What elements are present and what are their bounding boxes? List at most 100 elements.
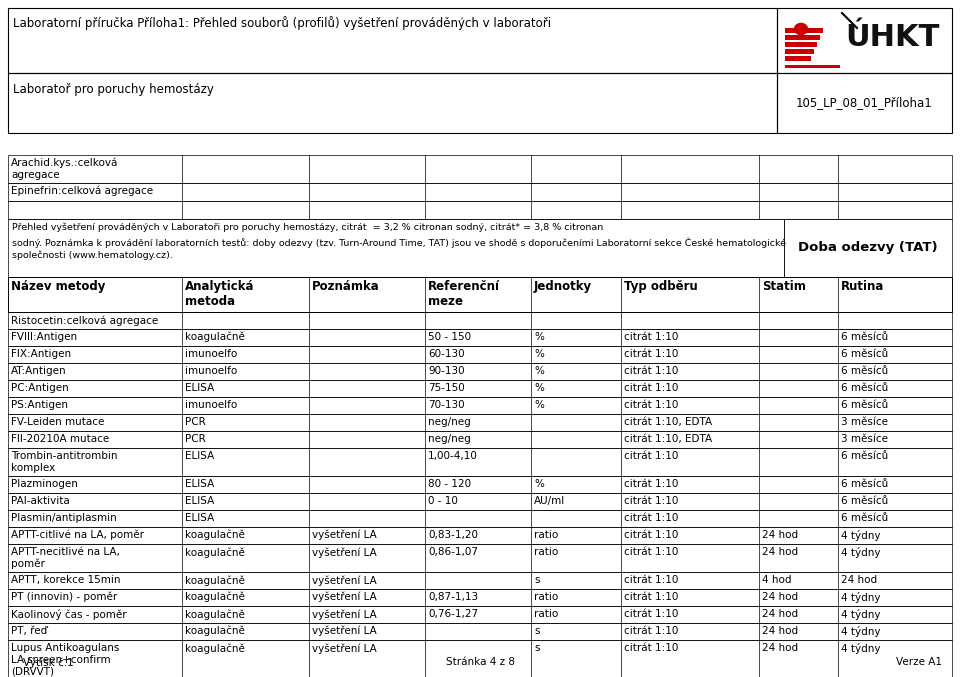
Bar [8,572,952,589]
Bar [8,606,952,623]
Text: citrát 1:10, EDTA: citrát 1:10, EDTA [624,434,712,444]
Bar [8,312,952,329]
Text: 6 měsíců: 6 měsíců [841,383,888,393]
Text: %: % [534,332,544,342]
Bar [785,49,814,54]
Text: ratio: ratio [534,592,559,602]
Text: PT, řeď: PT, řeď [11,626,47,636]
Bar [8,73,777,133]
Text: PC:Antigen: PC:Antigen [11,383,69,393]
Bar [8,448,952,476]
Text: vyšetření LA: vyšetření LA [312,609,376,619]
Bar [8,640,952,677]
Bar [8,527,952,544]
Text: %: % [534,349,544,359]
Text: 6 měsíců: 6 měsíců [841,349,888,359]
Text: ratio: ratio [534,547,559,557]
Text: vyšetření LA: vyšetření LA [312,575,376,586]
Bar [785,28,823,33]
Text: koagulačně: koagulačně [185,626,245,636]
Text: 0,86-1,07: 0,86-1,07 [428,547,478,557]
Text: vyšetření LA: vyšetření LA [312,530,376,540]
Text: 90-130: 90-130 [428,366,465,376]
Text: FIX:Antigen: FIX:Antigen [11,349,71,359]
Text: Přehled vyšetření prováděných v Laboratoři pro poruchy hemostázy, citrát  = 3,2 : Přehled vyšetření prováděných v Laborato… [12,223,603,232]
Text: citrát 1:10: citrát 1:10 [624,513,679,523]
Text: Laboratoř pro poruchy hemostázy: Laboratoř pro poruchy hemostázy [13,83,214,96]
Text: citrát 1:10: citrát 1:10 [624,383,679,393]
Text: APTT-necitlivé na LA,
poměr: APTT-necitlivé na LA, poměr [11,547,120,569]
Bar [8,623,952,640]
Ellipse shape [794,23,808,35]
Bar [8,201,952,219]
Text: PT (innovin) - poměr: PT (innovin) - poměr [11,592,117,603]
Text: Rutina: Rutina [841,280,884,293]
Text: Arachid.kys.:celková
agregace: Arachid.kys.:celková agregace [11,158,118,180]
Text: citrát 1:10: citrát 1:10 [624,496,679,506]
Text: APTT-citlivé na LA, poměr: APTT-citlivé na LA, poměr [11,530,144,540]
Text: 24 hod: 24 hod [762,592,798,602]
Text: citrát 1:10: citrát 1:10 [624,400,679,410]
Text: citrát 1:10: citrát 1:10 [624,451,679,461]
Text: 24 hod: 24 hod [762,626,798,636]
Text: 4 týdny: 4 týdny [841,547,880,558]
Text: vyšetření LA: vyšetření LA [312,592,376,603]
Text: FV-Leiden mutace: FV-Leiden mutace [11,417,105,427]
Bar [785,65,840,68]
Text: citrát 1:10: citrát 1:10 [624,479,679,489]
Text: citrát 1:10: citrát 1:10 [624,575,679,585]
Text: 75-150: 75-150 [428,383,465,393]
Text: Statim: Statim [762,280,805,293]
Text: koagulačně: koagulačně [185,575,245,586]
Text: citrát 1:10: citrát 1:10 [624,626,679,636]
Text: 4 týdny: 4 týdny [841,592,880,603]
Text: 4 týdny: 4 týdny [841,643,880,654]
Text: citrát 1:10, EDTA: citrát 1:10, EDTA [624,417,712,427]
Bar [8,155,952,183]
Text: Jednotky: Jednotky [534,280,592,293]
Text: Plazminogen: Plazminogen [11,479,78,489]
Text: vyšetření LA: vyšetření LA [312,643,376,653]
Text: 80 - 120: 80 - 120 [428,479,471,489]
Bar [785,35,820,40]
Bar [784,219,952,277]
Text: Analytická
metoda: Analytická metoda [185,280,254,308]
Bar [8,589,952,606]
Text: s: s [534,575,540,585]
Text: 24 hod: 24 hod [762,643,798,653]
Text: ÚHKT: ÚHKT [845,23,940,52]
Text: 24 hod: 24 hod [762,530,798,540]
Text: imunoelfo: imunoelfo [185,349,237,359]
Text: koagulačně: koagulačně [185,592,245,603]
Text: 3 měsíce: 3 měsíce [841,417,888,427]
Text: vyšetření LA: vyšetření LA [312,547,376,557]
Bar [8,431,952,448]
Text: ELISA: ELISA [185,451,214,461]
Text: Výtisk č.1: Výtisk č.1 [23,657,74,668]
Text: Lupus Antikoagulans
LA screen+confirm
(DRVVT): Lupus Antikoagulans LA screen+confirm (D… [11,643,119,676]
Text: 50 - 150: 50 - 150 [428,332,471,342]
Text: APTT, korekce 15min: APTT, korekce 15min [11,575,121,585]
Text: koagulačně: koagulačně [185,609,245,619]
Text: PS:Antigen: PS:Antigen [11,400,68,410]
Text: neg/neg: neg/neg [428,434,470,444]
Text: 24 hod: 24 hod [762,547,798,557]
Text: 6 měsíců: 6 měsíců [841,332,888,342]
Text: Plasmin/antiplasmin: Plasmin/antiplasmin [11,513,117,523]
Bar [8,510,952,527]
Bar [8,183,952,201]
Text: citrát 1:10: citrát 1:10 [624,366,679,376]
Text: 0,87-1,13: 0,87-1,13 [428,592,478,602]
Bar [8,346,952,363]
Bar [8,277,952,312]
Text: ELISA: ELISA [185,496,214,506]
Text: 6 měsíců: 6 měsíců [841,400,888,410]
Text: 4 týdny: 4 týdny [841,626,880,637]
Text: 24 hod: 24 hod [762,609,798,619]
Text: 0 - 10: 0 - 10 [428,496,458,506]
Text: citrát 1:10: citrát 1:10 [624,349,679,359]
Text: Název metody: Název metody [11,280,106,293]
Text: Kaolinový čas - poměr: Kaolinový čas - poměr [11,609,127,620]
Text: citrát 1:10: citrát 1:10 [624,332,679,342]
Text: s: s [534,626,540,636]
